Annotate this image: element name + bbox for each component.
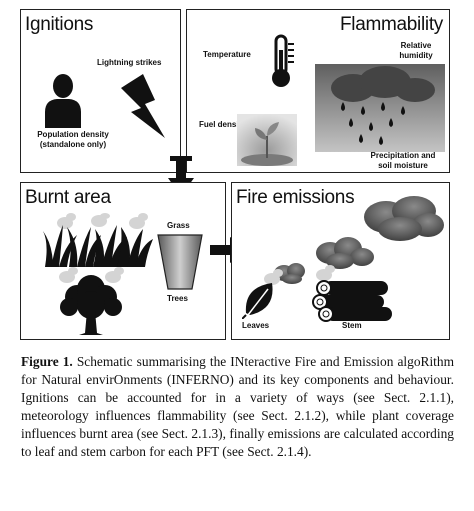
lightning-label: Lightning strikes — [97, 58, 162, 67]
smoke-clouds-icon — [274, 196, 444, 284]
fire-emissions-title: Fire emissions — [236, 187, 355, 208]
population-label: Population density (standalone only) — [23, 130, 123, 150]
burnt-area-panel: Burnt area Grass — [20, 182, 226, 340]
tree-icon — [59, 267, 124, 335]
sprout-icon — [237, 114, 297, 166]
rain-cloud-icon — [315, 64, 445, 152]
grass-icon — [43, 213, 153, 267]
humidity-label-line1: Relative — [400, 41, 432, 50]
ignitions-title: Ignitions — [25, 14, 94, 35]
grass-label: Grass — [167, 221, 190, 230]
humidity-label: Relative humidity — [391, 41, 441, 61]
precipitation-label-line2: soil moisture — [378, 161, 428, 170]
caption-text: Schematic summarising the INteractive Fi… — [21, 354, 454, 459]
ignitions-panel: Ignitions Lightning strikes Population d… — [20, 9, 181, 173]
leaf-icon — [242, 269, 283, 319]
temperature-label: Temperature — [203, 50, 251, 59]
precipitation-label-line1: Precipitation and — [370, 151, 436, 160]
lightning-icon — [121, 74, 165, 138]
thermometer-icon — [272, 34, 294, 87]
fuel-density-label: Fuel density — [199, 120, 246, 129]
stem-label: Stem — [342, 321, 362, 330]
burnt-area-title: Burnt area — [25, 187, 111, 208]
person-icon — [45, 74, 81, 128]
funnel-icon — [157, 234, 203, 290]
leaves-label: Leaves — [242, 321, 270, 330]
population-label-line1: Population density — [37, 130, 109, 139]
caption-lead: Figure 1. — [21, 354, 73, 369]
flammability-title: Flammability — [339, 14, 443, 35]
humidity-label-line2: humidity — [399, 51, 433, 60]
logs-icon — [312, 265, 392, 322]
precipitation-label: Precipitation and soil moisture — [359, 151, 447, 171]
figure-caption: Figure 1. Schematic summarising the INte… — [21, 353, 454, 461]
fire-emissions-panel: Fire emissions Leaves — [231, 182, 450, 340]
flammability-panel: Flammability Temperature Relative humidi… — [186, 9, 450, 173]
population-label-line2: (standalone only) — [39, 140, 107, 149]
trees-label: Trees — [167, 294, 188, 303]
